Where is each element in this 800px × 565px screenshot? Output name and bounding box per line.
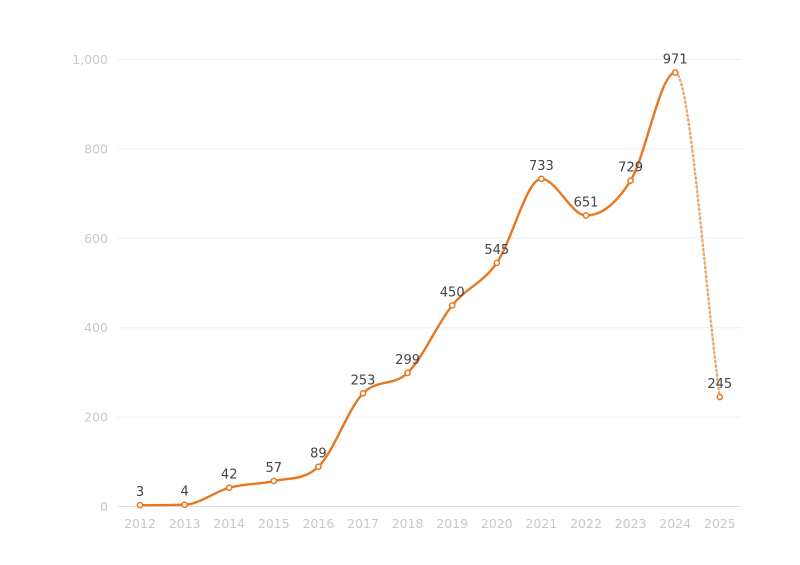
x-tick-label: 2018 (392, 516, 424, 531)
y-tick-label: 800 (84, 141, 108, 156)
x-tick-label: 2025 (704, 516, 736, 531)
data-point (136, 501, 144, 509)
x-tick-label: 2020 (481, 516, 513, 531)
data-label: 57 (266, 461, 283, 476)
data-point (538, 175, 545, 183)
data-label: 299 (395, 353, 420, 368)
data-label: 245 (707, 377, 732, 392)
x-tick-label: 2021 (525, 516, 557, 531)
data-point (225, 484, 233, 492)
data-label: 253 (351, 373, 376, 388)
x-tick-label: 2023 (615, 516, 647, 531)
x-tick-label: 2015 (258, 516, 290, 531)
data-point (404, 369, 411, 377)
data-point (493, 259, 501, 267)
series (138, 71, 721, 507)
x-tick-label: 2013 (169, 516, 201, 531)
data-point (270, 477, 278, 485)
data-label: 651 (574, 196, 599, 211)
data-point (359, 390, 367, 397)
y-tick-label: 0 (100, 499, 108, 514)
series-line (138, 71, 677, 507)
x-tick-label: 2012 (124, 516, 156, 531)
x-tick-label: 2017 (347, 516, 379, 531)
y-tick-label: 1,000 (72, 52, 108, 67)
y-tick-label: 400 (84, 320, 108, 335)
data-labels: 3 4 42 57 89 253 299 450 545 733 651 729 971 245 (136, 52, 732, 500)
data-point (671, 69, 679, 76)
x-tick-label: 2014 (213, 516, 245, 531)
data-point (582, 212, 590, 219)
data-label: 450 (440, 285, 465, 300)
data-label: 733 (529, 159, 554, 174)
y-tick-label: 600 (84, 231, 108, 246)
y-tick-label: 200 (84, 410, 108, 425)
data-label: 729 (618, 161, 643, 176)
x-tick-label: 2024 (659, 516, 691, 531)
data-label: 4 (180, 485, 188, 500)
data-points (136, 69, 724, 509)
x-tick-label: 2022 (570, 516, 602, 531)
x-tick-label: 2019 (436, 516, 468, 531)
data-point (716, 393, 724, 401)
y-axis-ticks: 0 200 400 600 800 1,000 (72, 52, 108, 514)
series-line-projected (674, 71, 721, 399)
x-tick-label: 2016 (302, 516, 334, 531)
data-label: 3 (136, 485, 144, 500)
gridlines (118, 59, 742, 507)
x-axis-ticks: 2012 2013 2014 2015 2016 2017 2018 2019 2020 2021… (124, 516, 736, 531)
data-point (181, 501, 188, 509)
data-label: 971 (663, 52, 688, 67)
data-label: 89 (310, 447, 327, 462)
data-point (315, 463, 322, 471)
data-label: 42 (221, 468, 238, 483)
data-point (627, 177, 634, 184)
data-label: 545 (484, 243, 509, 258)
data-point (448, 302, 456, 309)
